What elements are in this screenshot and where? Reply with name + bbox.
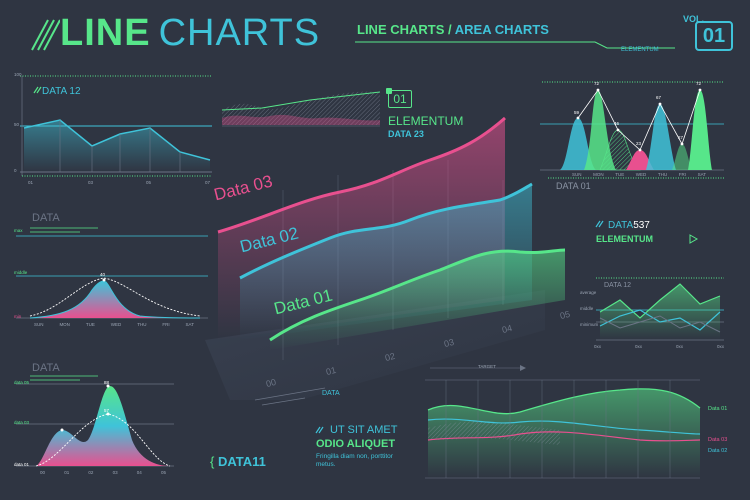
x-tick: MON — [59, 322, 70, 327]
top-left-xtick: 07 — [205, 180, 211, 185]
mid-left-peak: 40 — [100, 272, 106, 277]
bottom-center-line2: ODIO ALIQUET — [316, 438, 396, 450]
decor-slash-icon — [30, 18, 60, 52]
mid-right-label-number: 537 — [633, 220, 650, 231]
top-right-xticks: SUN MON TUE WED THU FRI SAT — [572, 172, 706, 177]
mid-right-chart-label: DATA 12 — [604, 282, 631, 289]
mid-right-ytick: middle — [580, 306, 594, 311]
top-right-value: 72 — [594, 81, 600, 86]
chart-main — [205, 116, 566, 406]
x-tick: 03 — [112, 470, 118, 475]
top-center-badge: 01 — [388, 90, 412, 108]
header-underline — [355, 40, 675, 50]
x-tick: 0xx — [675, 344, 683, 349]
x-tick: 0xx — [716, 344, 724, 349]
brand-top: ELEMENTUM — [621, 47, 659, 53]
x-tick: MON — [593, 172, 604, 177]
x-tick: 05 — [160, 470, 166, 475]
subtitle-part1: LINE CHARTS / — [357, 22, 452, 37]
x-tick: THU — [137, 322, 147, 327]
x-tick: 0xx — [634, 344, 642, 349]
x-tick: TUE — [615, 172, 625, 177]
x-tick: WED — [110, 322, 122, 327]
top-left-ytop: 100 — [14, 72, 22, 77]
bottom-center-line1: UT SIT AMET — [330, 424, 398, 436]
legend-item-cyan: Data 02 — [708, 448, 728, 454]
bottom-center-body: Fringilla diam non, porttitor metus. — [316, 453, 393, 468]
x-tick: 01 — [64, 470, 70, 475]
mid-right-label: DATA537 — [608, 220, 650, 231]
top-left-label: DATA 12 — [42, 86, 81, 97]
bottom-left-peak-b: 57 — [104, 408, 110, 413]
mid-right-ytick: average — [580, 290, 597, 295]
legend-item-pink: Data 03 — [708, 437, 728, 443]
x-tick: FRI — [162, 322, 170, 327]
top-center-brand: ELEMENTUM — [388, 114, 464, 128]
bottom-left-label: DATA — [32, 362, 60, 374]
x-tick: TUE — [85, 322, 95, 327]
top-right-value: 27 — [678, 135, 684, 140]
bottom-left-ytick: data 03 — [14, 420, 30, 425]
mid-left-ytick: middle — [14, 270, 28, 275]
mid-left-ytick: min — [14, 314, 22, 319]
top-center-data: DATA 23 — [388, 129, 424, 139]
top-left-xtick: 05 — [146, 180, 152, 185]
vol-number: 01 — [695, 21, 733, 51]
mid-left-label: DATA — [32, 212, 60, 224]
top-left-ybottom: 0 — [14, 168, 17, 173]
brace-left-icon: { — [210, 454, 215, 469]
top-right-caption: DATA 01 — [556, 181, 591, 191]
mid-left-ytick: max — [14, 228, 23, 233]
chart-mid-right — [596, 234, 724, 341]
top-left-ymid: 50 — [14, 122, 20, 127]
page-subtitle: LINE CHARTS / AREA CHARTS — [357, 22, 549, 37]
bottom-left-xticks: 00 01 02 03 04 05 — [40, 470, 166, 475]
title-part2: CHARTS — [158, 12, 321, 54]
bottom-left-ytick: data 05 — [14, 380, 30, 385]
page-title: LINE CHARTS — [60, 12, 320, 55]
subtitle-part2: AREA CHARTS — [454, 22, 549, 37]
x-tick: 04 — [136, 470, 142, 475]
top-right-value: 23 — [636, 141, 642, 146]
top-right-value: 59 — [574, 110, 580, 115]
data11-text: DATA11 — [217, 454, 266, 469]
chart-mid-left — [16, 227, 208, 319]
bottom-right-label: TARGET — [478, 364, 496, 369]
top-right-value: 46 — [614, 121, 620, 126]
mid-right-label-prefix: DATA — [608, 220, 634, 231]
x-tick: WED — [635, 172, 647, 177]
mid-right-ytick: minimum — [580, 322, 599, 327]
x-tick: SUN — [572, 172, 582, 177]
chart-top-right — [540, 81, 724, 179]
vol-label: VOL. — [683, 14, 705, 24]
top-right-value: 72 — [696, 81, 702, 86]
x-tick: 02 — [88, 470, 94, 475]
x-tick: SUN — [34, 322, 44, 327]
mid-right-brand: ELEMENTUM — [596, 234, 653, 244]
x-tick: SAT — [697, 172, 706, 177]
top-left-xtick: 03 — [88, 180, 94, 185]
chart-top-left — [20, 75, 212, 177]
x-tick: THU — [657, 172, 668, 177]
chart-top-center — [221, 88, 392, 127]
top-left-xtick: 01 — [28, 180, 34, 185]
data11-label: { DATA11 — [210, 454, 266, 469]
mid-right-xticks: 0xx 0xx 0xx 0xx — [594, 344, 724, 349]
bottom-left-ytick: data 01 — [14, 462, 30, 467]
chart-bottom-right — [425, 365, 701, 479]
decor-slash-icons — [33, 86, 604, 434]
chart-bottom-left — [16, 375, 174, 467]
title-part1: LINE — [60, 12, 151, 54]
x-tick: FRI — [678, 172, 686, 177]
mid-left-xticks: SUN MON TUE WED THU FRI SAT — [34, 322, 194, 327]
bottom-left-peak-a: 88 — [104, 380, 110, 385]
x-tick: 0xx — [594, 344, 602, 349]
main-caption: DATA — [322, 390, 340, 397]
x-tick: SAT — [185, 322, 194, 327]
x-tick: 00 — [40, 470, 46, 475]
legend-item-green: Data 01 — [708, 406, 728, 412]
top-right-value: 67 — [656, 95, 662, 100]
